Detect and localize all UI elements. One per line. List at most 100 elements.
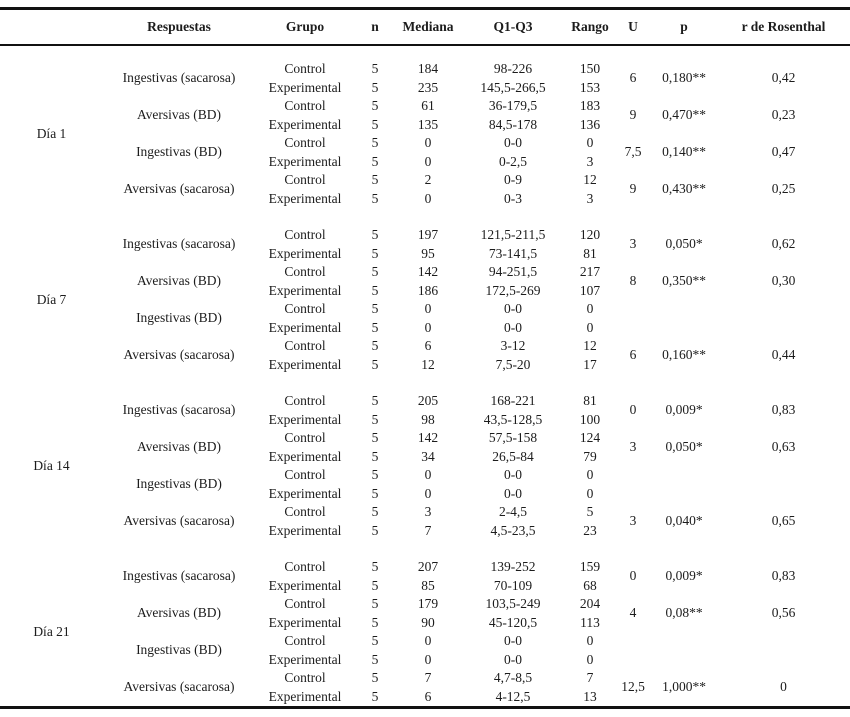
table-row: Aversivas (BD) Control 5 179 103,5-249 204 4 0,… bbox=[0, 595, 850, 620]
cell-r-de-rosenthal: 0,44 bbox=[771, 347, 796, 363]
cell-r-de-rosenthal: 0,30 bbox=[771, 273, 796, 289]
table-row: Experimental 5 186 172,5-269 107 bbox=[0, 282, 850, 301]
cell-rango: 159 bbox=[579, 559, 601, 574]
cell-q1q3: 121,5-211,5 bbox=[480, 227, 546, 242]
cell-mediana: 34 bbox=[421, 448, 435, 464]
header-cell-grupo: Grupo bbox=[255, 10, 355, 46]
cell-mediana: 2 bbox=[424, 172, 432, 187]
cell-grupo: Experimental bbox=[268, 411, 342, 427]
cell-q1q3: 172,5-269 bbox=[485, 282, 541, 298]
cell-mediana: 0 bbox=[424, 153, 432, 169]
respuesta-label: Aversivas (sacarosa) bbox=[123, 181, 235, 197]
cell-r-de-rosenthal: 0 bbox=[780, 679, 787, 695]
cell-q1q3: 103,5-249 bbox=[485, 596, 541, 611]
cell-rango: 153 bbox=[579, 79, 601, 95]
cell-q1q3: 4,5-23,5 bbox=[490, 522, 536, 538]
cell-rango: 0 bbox=[586, 651, 594, 667]
cell-mediana: 7 bbox=[424, 522, 432, 538]
cell-n: 5 bbox=[371, 614, 379, 630]
day-gap-cell bbox=[0, 374, 850, 392]
cell-rango: 7 bbox=[586, 670, 594, 685]
cell-n: 5 bbox=[371, 356, 379, 372]
cell-q1q3: 0-0 bbox=[504, 301, 522, 316]
table-row: Ingestivas (BD) Control 5 0 0-0 0 bbox=[0, 632, 850, 657]
respuesta-label: Aversivas (sacarosa) bbox=[123, 347, 235, 363]
cell-q1q3: 0-3 bbox=[504, 190, 522, 206]
cell-grupo: Control bbox=[284, 393, 326, 408]
cell-n: 5 bbox=[371, 172, 379, 187]
respuesta-label: Ingestivas (sacarosa) bbox=[122, 236, 236, 252]
cell-u: 6 bbox=[629, 347, 637, 363]
cell-q1q3: 168-221 bbox=[490, 393, 536, 408]
respuesta-label: Aversivas (sacarosa) bbox=[123, 679, 235, 695]
table-row: Experimental 5 98 43,5-128,5 100 bbox=[0, 411, 850, 430]
cell-q1q3: 139-252 bbox=[490, 559, 536, 574]
cell-n: 5 bbox=[371, 448, 379, 464]
cell-p: 0,050* bbox=[665, 439, 703, 455]
cell-mediana: 142 bbox=[417, 264, 439, 279]
header-cell-respuestas: Respuestas bbox=[103, 10, 255, 46]
day-gap bbox=[0, 374, 850, 392]
respuesta-label: Aversivas (BD) bbox=[136, 439, 222, 455]
cell-p: 0,009* bbox=[665, 402, 703, 418]
table-row: Experimental 5 135 84,5-178 136 bbox=[0, 116, 850, 135]
cell-p: 0,050* bbox=[665, 236, 703, 252]
cell-n: 5 bbox=[371, 61, 379, 76]
cell-n: 5 bbox=[371, 688, 379, 704]
cell-q1q3: 57,5-158 bbox=[488, 430, 538, 445]
cell-n: 5 bbox=[371, 559, 379, 574]
cell-grupo: Experimental bbox=[268, 116, 342, 132]
cell-grupo: Control bbox=[284, 172, 326, 187]
table-row: Experimental 5 34 26,5-84 79 bbox=[0, 448, 850, 467]
table-row: Aversivas (sacarosa) Control 5 3 2-4,5 5 3 0,04… bbox=[0, 503, 850, 528]
header-cell-n: n bbox=[355, 10, 395, 46]
cell-n: 5 bbox=[371, 522, 379, 538]
cell-grupo: Experimental bbox=[268, 190, 342, 206]
cell-n: 5 bbox=[371, 651, 379, 667]
cell-u: 9 bbox=[629, 107, 637, 123]
bottom-rule bbox=[0, 706, 850, 709]
cell-q1q3: 36-179,5 bbox=[488, 98, 538, 113]
cell-grupo: Experimental bbox=[268, 282, 342, 298]
cell-mediana: 142 bbox=[417, 430, 439, 445]
cell-mediana: 3 bbox=[424, 504, 432, 519]
cell-q1q3: 0-2,5 bbox=[498, 153, 528, 169]
header-cell-r-de-rosenthal: r de Rosenthal bbox=[717, 10, 850, 46]
cell-r-de-rosenthal: 0,47 bbox=[771, 144, 796, 160]
cell-u: 4 bbox=[629, 605, 637, 621]
cell-r-de-rosenthal: 0,83 bbox=[771, 568, 796, 584]
cell-rango: 120 bbox=[579, 227, 601, 242]
cell-grupo: Control bbox=[284, 430, 326, 445]
cell-mediana: 85 bbox=[421, 577, 435, 593]
cell-mediana: 98 bbox=[421, 411, 435, 427]
cell-grupo: Control bbox=[284, 61, 326, 76]
cell-n: 5 bbox=[371, 282, 379, 298]
cell-rango: 0 bbox=[586, 301, 594, 316]
respuesta-label: Aversivas (sacarosa) bbox=[123, 513, 235, 529]
cell-p: 0,160** bbox=[662, 347, 706, 363]
cell-r-de-rosenthal: 0,56 bbox=[771, 605, 796, 621]
table-row: Experimental 5 95 73-141,5 81 bbox=[0, 245, 850, 264]
header-gap-cell bbox=[0, 45, 850, 60]
cell-grupo: Experimental bbox=[268, 245, 342, 261]
cell-n: 5 bbox=[371, 79, 379, 95]
respuesta-label: Ingestivas (sacarosa) bbox=[122, 402, 236, 418]
cell-q1q3: 43,5-128,5 bbox=[483, 411, 543, 427]
cell-q1q3: 26,5-84 bbox=[492, 448, 534, 464]
table-row: Experimental 5 0 0-0 0 bbox=[0, 485, 850, 504]
cell-p bbox=[651, 632, 717, 669]
cell-mediana: 61 bbox=[421, 98, 435, 113]
cell-u: 7,5 bbox=[624, 144, 642, 160]
cell-n: 5 bbox=[371, 596, 379, 611]
cell-q1q3: 145,5-266,5 bbox=[480, 79, 546, 95]
cell-grupo: Control bbox=[284, 559, 326, 574]
cell-mediana: 207 bbox=[417, 559, 439, 574]
respuesta-label: Ingestivas (sacarosa) bbox=[122, 70, 236, 86]
cell-n: 5 bbox=[371, 633, 379, 648]
table-body: Día 1 Ingestivas (sacarosa) Control 5 184 98-… bbox=[0, 45, 850, 706]
cell-q1q3: 0-0 bbox=[504, 319, 522, 335]
cell-u: 12,5 bbox=[621, 679, 645, 695]
day-label: Día 21 bbox=[33, 623, 70, 639]
